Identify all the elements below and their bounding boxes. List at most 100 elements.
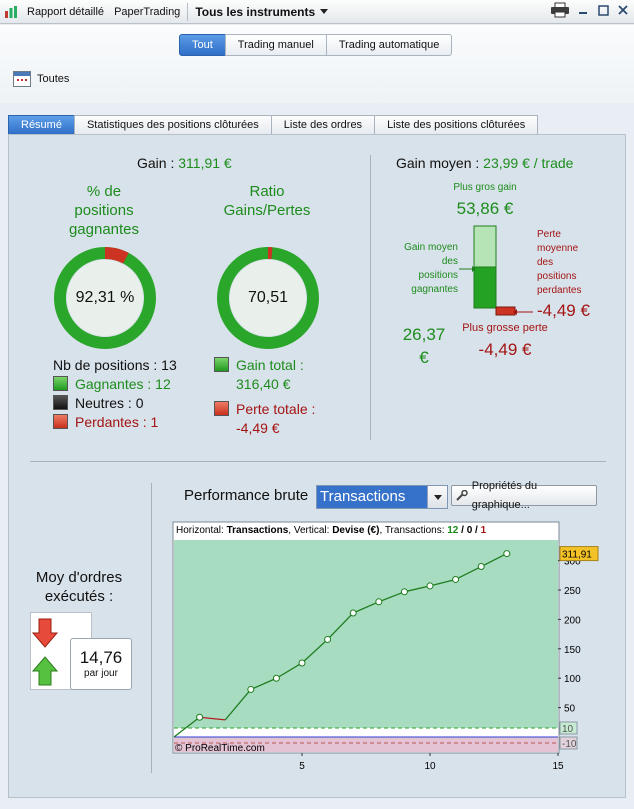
period-label: Toutes <box>37 73 70 85</box>
performance-select[interactable]: Transactions <box>316 485 448 509</box>
print-icon[interactable] <box>550 2 570 18</box>
data-point <box>426 582 434 590</box>
y-tick-label: 200 <box>564 615 581 626</box>
black-square-icon <box>53 395 68 410</box>
total-gain-value: 316,40 € <box>236 376 291 392</box>
chart-header: Horizontal: Transactions, Vertical: Devi… <box>176 525 487 536</box>
winning-count: Gagnantes : 12 <box>75 376 171 392</box>
wrench-icon <box>456 489 468 501</box>
win-pct-donut: 92,31 % <box>53 246 157 350</box>
x-tick-label: 5 <box>299 761 305 772</box>
equity-segment <box>301 638 329 664</box>
report-title: Rapport détaillé <box>27 5 105 18</box>
equity-segment <box>404 585 431 593</box>
data-point <box>272 674 280 682</box>
equity-segment <box>480 552 508 568</box>
equity-segment <box>224 689 252 721</box>
maximize-icon[interactable] <box>596 3 610 17</box>
chevron-down-icon <box>320 9 329 14</box>
minimize-icon[interactable] <box>576 3 590 17</box>
neutral-count: Neutres : 0 <box>75 395 144 411</box>
gain-loss-bars <box>459 225 533 316</box>
filter-area: Tout Trading manuel Trading automatique … <box>0 25 634 103</box>
segment-all[interactable]: Tout <box>179 34 226 56</box>
chevron-down-icon[interactable] <box>427 486 447 508</box>
green-square-icon <box>53 376 68 391</box>
y-tick-label: 250 <box>564 586 581 597</box>
buy-sell-arrows-icon <box>31 618 59 686</box>
title-bar: Rapport détaillé PaperTrading Tous les i… <box>0 0 634 24</box>
max-gain-value: 53,86 € <box>456 199 514 218</box>
equity-segment <box>455 565 482 581</box>
equity-segment <box>327 612 354 640</box>
segment-manual[interactable]: Trading manuel <box>224 34 327 56</box>
data-point <box>375 598 383 606</box>
equity-segment <box>250 677 277 691</box>
total-loss-label: Perte totale : <box>236 401 316 417</box>
y-tick-label: 150 <box>564 645 581 656</box>
equity-segment <box>352 601 380 614</box>
performance-chart[interactable]: Horizontal: Transactions, Vertical: Devi… <box>170 519 610 774</box>
period-selector[interactable]: Toutes <box>13 71 69 87</box>
gain-value: 311,91 € <box>178 155 232 171</box>
data-point <box>349 609 357 617</box>
chart-watermark: © ProRealTime.com <box>175 743 265 754</box>
data-point <box>196 713 204 721</box>
instruments-dropdown[interactable]: Tous les instruments <box>190 5 333 19</box>
tab-closed-stats[interactable]: Statistiques des positions clôturées <box>73 115 272 134</box>
data-point <box>400 588 408 596</box>
positions-breakdown: Nb de positions : 13 Gagnantes : 12 Neut… <box>53 356 177 432</box>
max-loss-value: -4,49 € <box>478 340 532 359</box>
orders-label: Moy d'ordres exécutés : <box>35 569 123 605</box>
mode-segmented-control: Tout Trading manuel Trading automatique <box>179 34 453 56</box>
band-tick-box <box>559 721 578 735</box>
avg-loss-value: -4,49 € <box>537 301 590 320</box>
avg-win-label: Gain moyen des positions gagnantes <box>404 242 458 295</box>
max-gain-label: Plus gros gain <box>453 182 517 193</box>
avg-gain-value: 23,99 € / trade <box>483 155 574 171</box>
max-loss-label: Plus grosse perte <box>462 322 548 334</box>
data-point <box>298 659 306 667</box>
tab-summary[interactable]: Résumé <box>8 115 75 134</box>
band-tick-box <box>559 736 578 750</box>
gain-summary: Gain : 311,91 € <box>137 155 232 171</box>
equity-segment <box>378 591 405 603</box>
red-square-icon <box>53 414 68 429</box>
nb-positions: Nb de positions : 13 <box>53 357 177 373</box>
y-tick-label: 300 <box>564 557 581 568</box>
equity-segment <box>429 578 456 587</box>
ratio-value: 70,51 <box>247 289 289 306</box>
data-point <box>503 550 511 558</box>
band-tick-label: -10 <box>562 739 577 750</box>
close-icon[interactable] <box>616 3 630 17</box>
calendar-icon <box>13 71 31 87</box>
y-tick-label: 50 <box>564 704 576 715</box>
total-gain-label: Gain total : <box>236 357 304 373</box>
negative-band <box>174 737 558 752</box>
tab-orders[interactable]: Liste des ordres <box>270 115 376 134</box>
losing-count: Perdantes : 1 <box>75 414 159 430</box>
y-tick-label: 100 <box>564 674 581 685</box>
avg-gain-summary: Gain moyen : 23,99 € / trade <box>396 155 574 171</box>
win-pct-value: 92,31 % <box>75 289 135 306</box>
last-value-label: 311,91 <box>562 550 592 561</box>
x-tick-label: 15 <box>552 761 564 772</box>
chart-properties-button[interactable]: Propriétés du graphique... <box>451 480 597 511</box>
equity-segment <box>199 716 226 721</box>
report-tabs: Résumé Statistiques des positions clôtur… <box>8 115 539 134</box>
equity-segment <box>276 662 303 679</box>
red-square-icon <box>214 401 229 416</box>
total-loss-value: -4,49 € <box>236 420 280 436</box>
avg-win-value: 26,37 € <box>402 325 446 367</box>
data-point <box>452 575 460 583</box>
ratio-donut: 70,51 <box>216 246 320 350</box>
equity-segment <box>173 716 200 738</box>
donut-loss-arc <box>104 247 129 264</box>
account-name[interactable]: PaperTrading <box>114 5 181 18</box>
segment-automatic[interactable]: Trading automatique <box>325 34 453 56</box>
tab-closed-positions[interactable]: Liste des positions clôturées <box>374 115 539 134</box>
last-value-box <box>559 546 599 562</box>
orders-per-day: 14,76 par jour <box>70 638 132 690</box>
avg-loss-label: Perte moyenne des positions perdantes <box>537 229 582 296</box>
band-tick-label: 10 <box>562 724 574 735</box>
